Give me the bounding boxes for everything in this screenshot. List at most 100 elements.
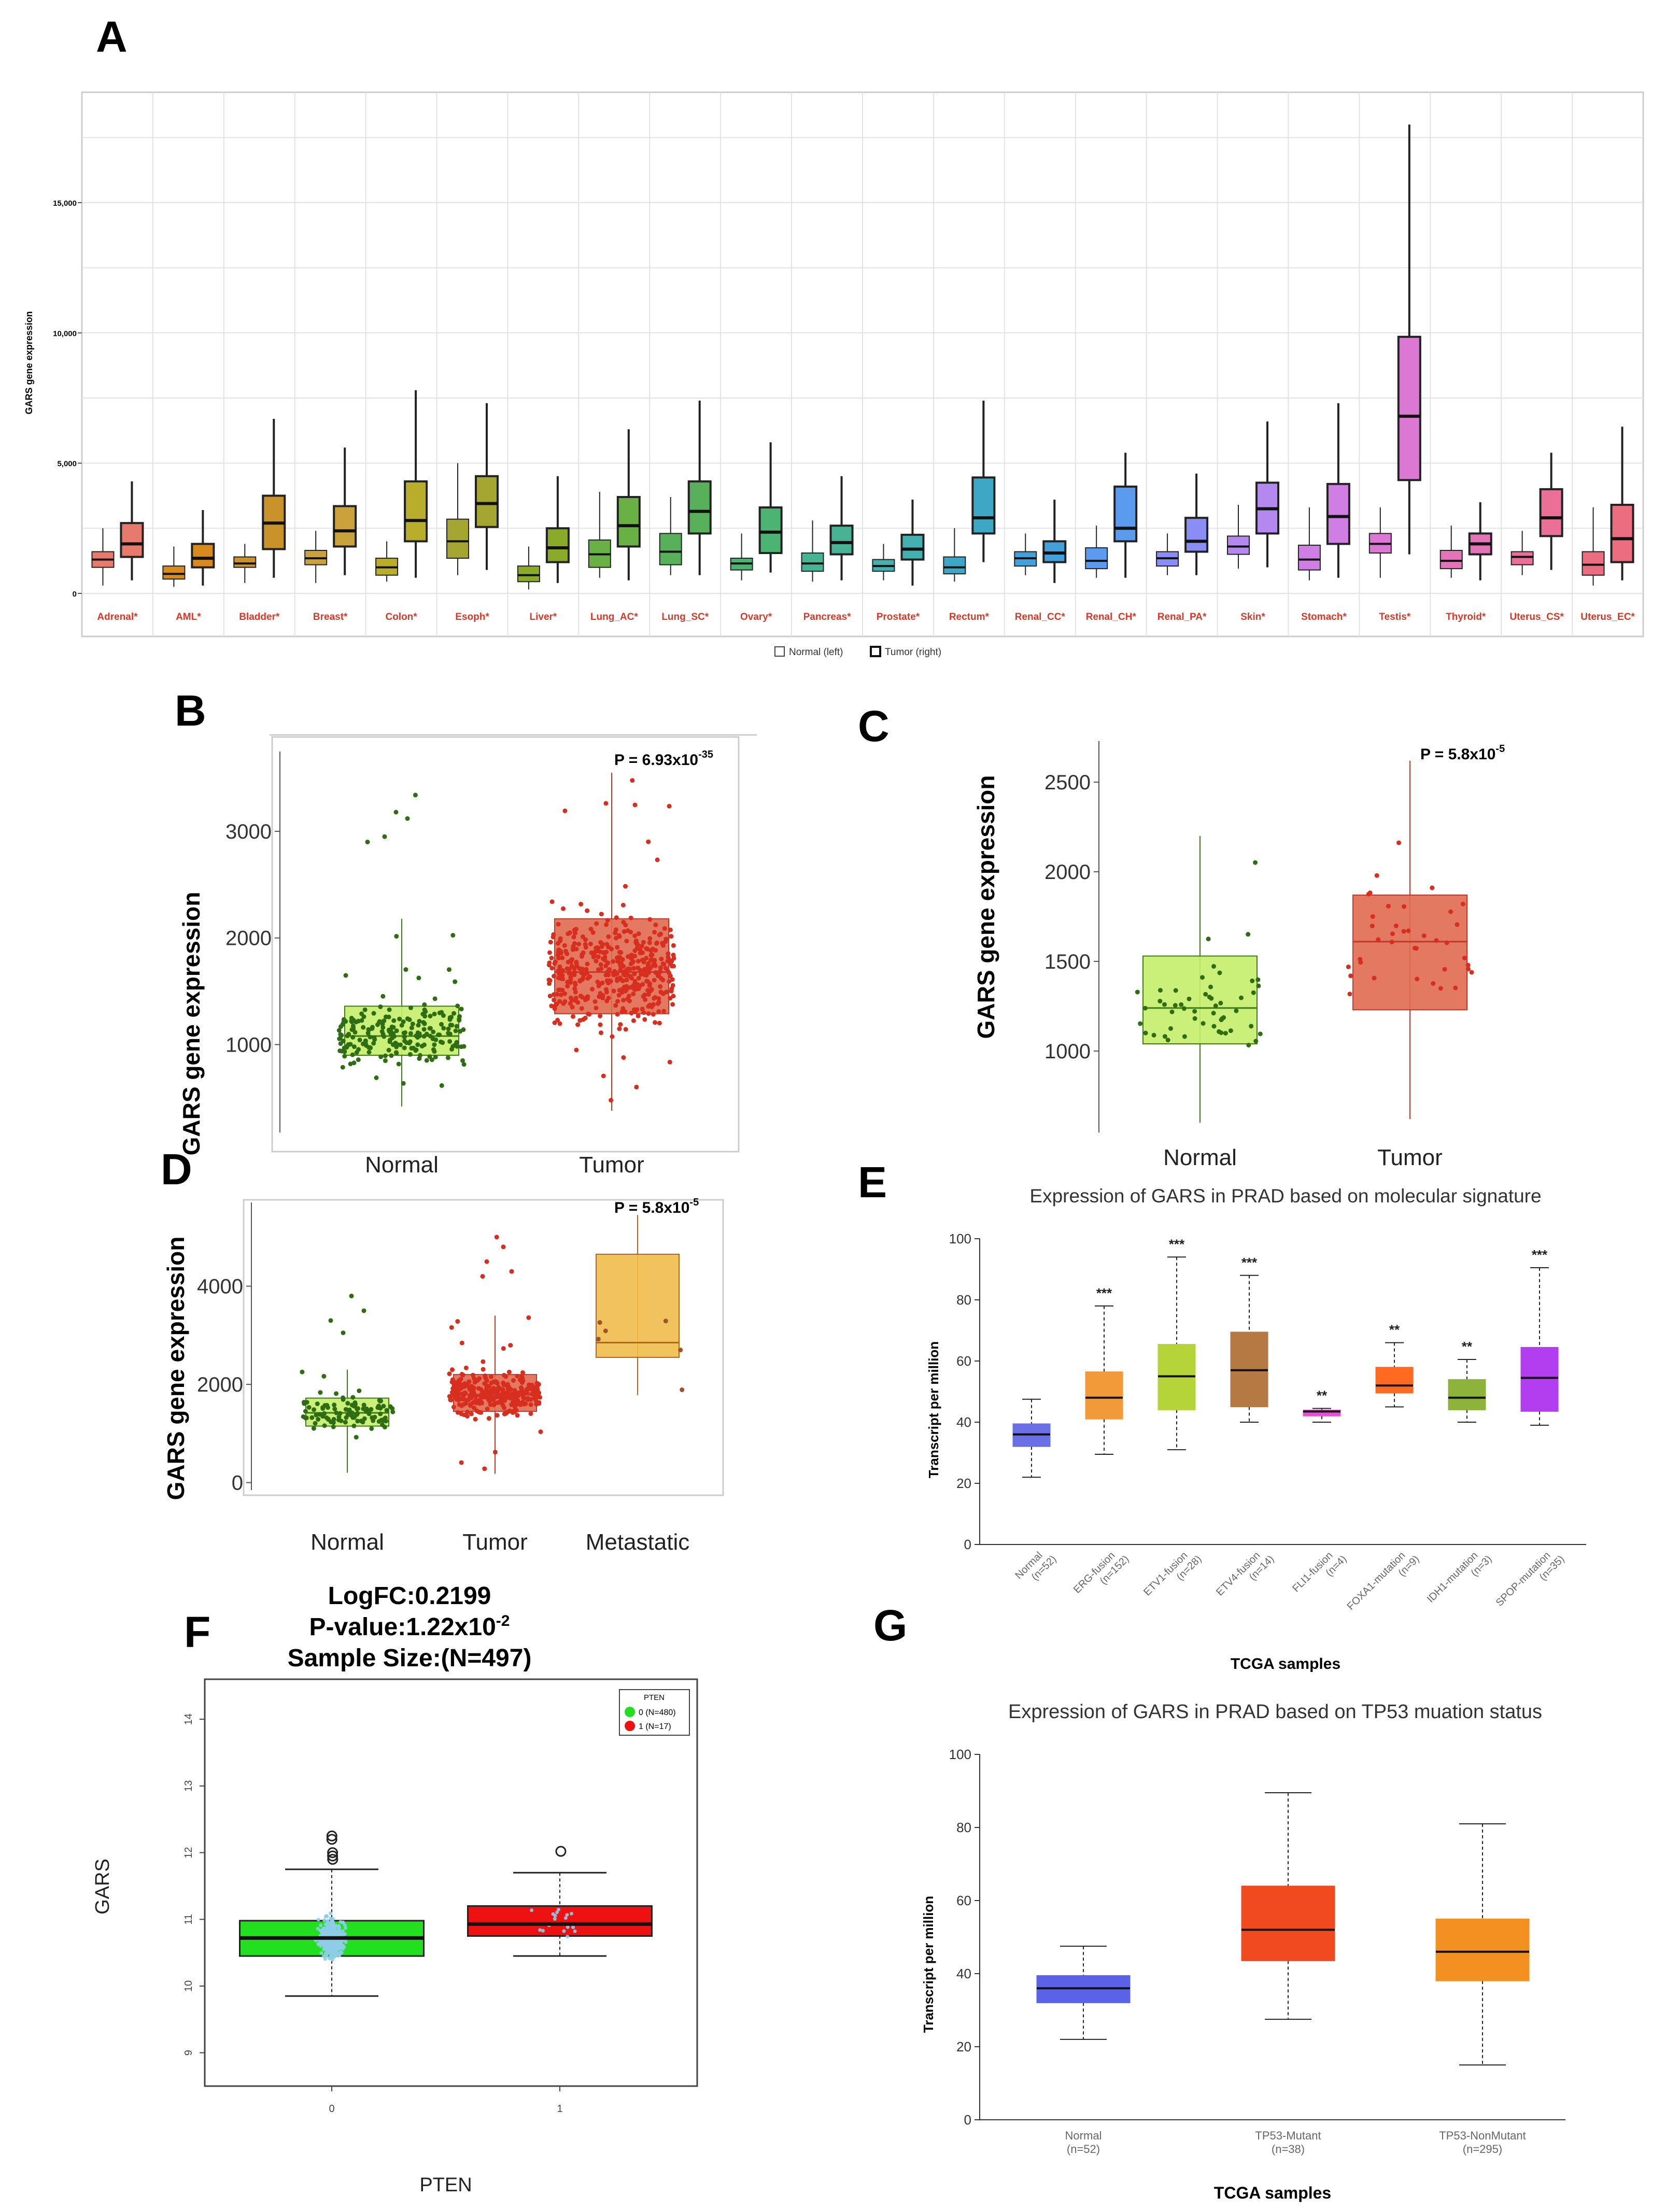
panel-b-point bbox=[636, 959, 641, 964]
panel-d-outlier bbox=[349, 1294, 354, 1299]
panel-b-point bbox=[589, 987, 595, 992]
panel-d-point bbox=[473, 1416, 478, 1422]
panel-c-point bbox=[1434, 938, 1439, 943]
panel-c-point bbox=[1135, 989, 1140, 995]
panel-b-outlier bbox=[382, 834, 387, 839]
panel-b-point bbox=[547, 981, 552, 986]
panel-b-point bbox=[658, 969, 663, 974]
panel-b-point bbox=[629, 1011, 634, 1016]
panel-e-ytick: 60 bbox=[956, 1353, 971, 1369]
panel-c-point bbox=[1157, 999, 1163, 1004]
panel-b-point bbox=[573, 989, 578, 995]
panel-b-point bbox=[620, 1006, 626, 1011]
panel-a-chart: A Adrenal* AML* Bladder* Breast* Colon* Esoph… bbox=[24, 12, 1644, 658]
panel-d-point bbox=[516, 1400, 521, 1405]
panel-b-point bbox=[558, 948, 563, 954]
panel-d-xtick: Metastatic bbox=[586, 1529, 690, 1555]
panel-e-ytick: 0 bbox=[964, 1537, 971, 1552]
panel-c-point bbox=[1192, 1009, 1197, 1014]
panel-b-point bbox=[620, 902, 626, 908]
panel-a-tumor-box bbox=[191, 543, 215, 569]
panel-b-ytick: 3000 bbox=[225, 820, 272, 843]
panel-d-point bbox=[349, 1410, 355, 1415]
panel-b-point bbox=[656, 996, 661, 1001]
panel-b-point bbox=[656, 1000, 661, 1005]
panel-c-point bbox=[1162, 1002, 1167, 1007]
panel-b-point bbox=[401, 1019, 406, 1024]
panel-d-point bbox=[351, 1423, 357, 1428]
panel-f-point bbox=[541, 1929, 545, 1933]
panel-e-box bbox=[1303, 1409, 1341, 1416]
panel-c-point bbox=[1431, 981, 1436, 986]
panel-b-point bbox=[387, 1007, 392, 1012]
panel-g-ytick: 60 bbox=[956, 1893, 971, 1908]
panel-b-point bbox=[592, 999, 598, 1004]
panel-b-point bbox=[554, 1001, 559, 1007]
panel-b-point bbox=[562, 991, 567, 996]
panel-d-point bbox=[463, 1401, 469, 1406]
panel-d-point bbox=[511, 1409, 516, 1414]
panel-a-normal-box bbox=[1297, 544, 1321, 571]
panel-b-pvalue: P = 6.93x10-35 bbox=[614, 749, 713, 769]
panel-b-point bbox=[557, 968, 562, 973]
panel-b-point bbox=[558, 992, 563, 997]
panel-d-point bbox=[496, 1385, 501, 1390]
panel-b-point bbox=[578, 901, 584, 906]
panel-d-point bbox=[501, 1346, 506, 1351]
panel-c-point bbox=[1421, 933, 1427, 938]
panel-b-point bbox=[670, 977, 675, 982]
panel-f-point bbox=[341, 1920, 345, 1924]
panel-b-point bbox=[632, 979, 638, 984]
panel-b-point bbox=[585, 961, 590, 967]
panel-b-point bbox=[649, 987, 654, 992]
panel-d-point bbox=[474, 1400, 479, 1406]
panel-b-point bbox=[454, 1024, 459, 1029]
panel-d-point bbox=[382, 1424, 387, 1429]
panel-b-point bbox=[647, 983, 652, 988]
panel-d-point bbox=[476, 1410, 482, 1415]
panel-b-point bbox=[671, 943, 676, 948]
panel-a-xtick: Esoph* bbox=[455, 612, 489, 622]
panel-f-pvalue: P-value:1.22x10-2 bbox=[309, 1612, 510, 1641]
panel-g-xtick: TP53-NonMutant bbox=[1439, 2129, 1526, 2142]
panel-b-point bbox=[653, 923, 658, 928]
panel-d-outlier bbox=[509, 1269, 514, 1274]
panel-d-point bbox=[355, 1419, 360, 1424]
panel-a-tumor-box bbox=[616, 495, 641, 548]
panel-f-point bbox=[329, 1916, 333, 1920]
panel-b-point bbox=[391, 1025, 396, 1030]
panel-b-point bbox=[669, 988, 674, 994]
panel-b-point bbox=[551, 992, 556, 997]
panel-b-point bbox=[461, 1062, 467, 1067]
panel-b-point bbox=[338, 1024, 343, 1029]
panel-d-point bbox=[530, 1383, 535, 1388]
panel-b-point bbox=[659, 956, 664, 961]
panel-d-point bbox=[354, 1412, 359, 1418]
panel-b-point bbox=[439, 1022, 444, 1027]
panel-g-ytick: 100 bbox=[949, 1747, 971, 1762]
panel-b-point bbox=[557, 1021, 562, 1026]
panel-c-point bbox=[1219, 1030, 1224, 1036]
panel-b-point bbox=[611, 959, 616, 964]
panel-b-point bbox=[619, 990, 625, 995]
panel-b-point bbox=[632, 948, 638, 953]
panel-a-xtick: Pancreas* bbox=[803, 612, 852, 622]
panel-b-point bbox=[606, 996, 611, 1001]
panel-c-point bbox=[1211, 1024, 1217, 1029]
panel-b-point bbox=[630, 778, 635, 783]
panel-b-point bbox=[370, 1026, 375, 1031]
panel-a-xtick: Testis* bbox=[1379, 612, 1411, 622]
panel-d-point bbox=[479, 1394, 485, 1399]
panel-c-ytick: 2500 bbox=[1044, 771, 1091, 794]
panel-a-xtick: Adrenal* bbox=[97, 612, 138, 622]
panel-d-point bbox=[377, 1398, 382, 1403]
panel-b-point bbox=[565, 984, 570, 989]
panel-a-normal-box bbox=[162, 565, 186, 580]
panel-a-tumor-box bbox=[120, 522, 144, 558]
panel-b-point bbox=[618, 1022, 623, 1027]
panel-b-point bbox=[569, 963, 574, 969]
panel-b-point bbox=[652, 977, 657, 983]
panel-d-point bbox=[301, 1400, 306, 1405]
panel-b-point bbox=[624, 968, 629, 973]
panel-e-significance: ** bbox=[1317, 1387, 1328, 1403]
